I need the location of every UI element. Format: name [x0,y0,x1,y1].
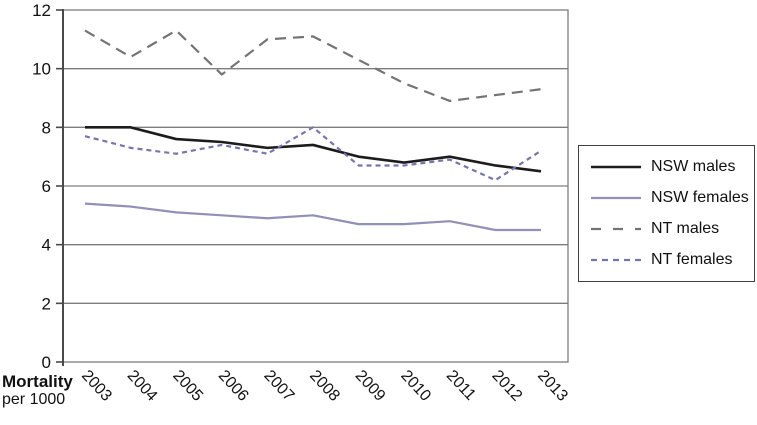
y-tick-label: 0 [42,353,51,372]
x-tick-label-2005: 2005 [169,367,206,405]
x-tick-label-2009: 2009 [352,367,389,405]
legend-item-nsw-males: NSW males [591,158,742,176]
series-line-nsw-females [84,202,541,232]
legend-label: NSW males [651,158,736,175]
x-tick-label-2006: 2006 [215,367,252,405]
legend-line-sample-nsw-males [591,165,641,169]
legend-line-sample-nt-females [591,258,641,262]
x-tick-label-2012: 2012 [488,367,525,405]
x-tick-label-2007: 2007 [260,367,297,405]
legend-item-nsw-females: NSW females [591,189,749,207]
x-tick-label-2011: 2011 [443,367,479,404]
x-tick-label-2013: 2013 [534,367,571,405]
legend-label: NT males [651,220,720,237]
y-tick-label: 4 [42,236,51,255]
y-tick-label: 12 [32,1,51,20]
y-tick-label: 6 [42,177,51,196]
legend-item-nt-males: NT males [591,220,742,238]
y-tick-label: 2 [42,294,51,313]
y-axis-caption: Mortality per 1000 [2,372,73,409]
series-line-nt-males [84,29,542,103]
series-line-nsw-males [85,126,542,173]
y-axis-caption-unit: per 1000 [2,391,66,409]
x-tick-label-2008: 2008 [306,367,343,405]
legend-line-sample-nsw-females [591,196,641,200]
y-tick-label: 8 [42,118,51,137]
x-tick-label-2010: 2010 [397,367,434,405]
legend-label: NSW females [651,189,749,206]
y-axis-caption-title: Mortality [2,372,73,391]
x-tick-label-2004: 2004 [124,367,161,405]
legend-item-nt-females: NT females [591,251,742,269]
series-line-nt-females [84,126,542,182]
legend-line-sample-nt-males [591,227,641,231]
chart-legend: NSW males NSW females NT males NT females [578,145,755,282]
legend-label: NT females [651,251,733,268]
x-tick-label-2003: 2003 [78,367,115,405]
y-tick-label: 10 [32,60,51,79]
